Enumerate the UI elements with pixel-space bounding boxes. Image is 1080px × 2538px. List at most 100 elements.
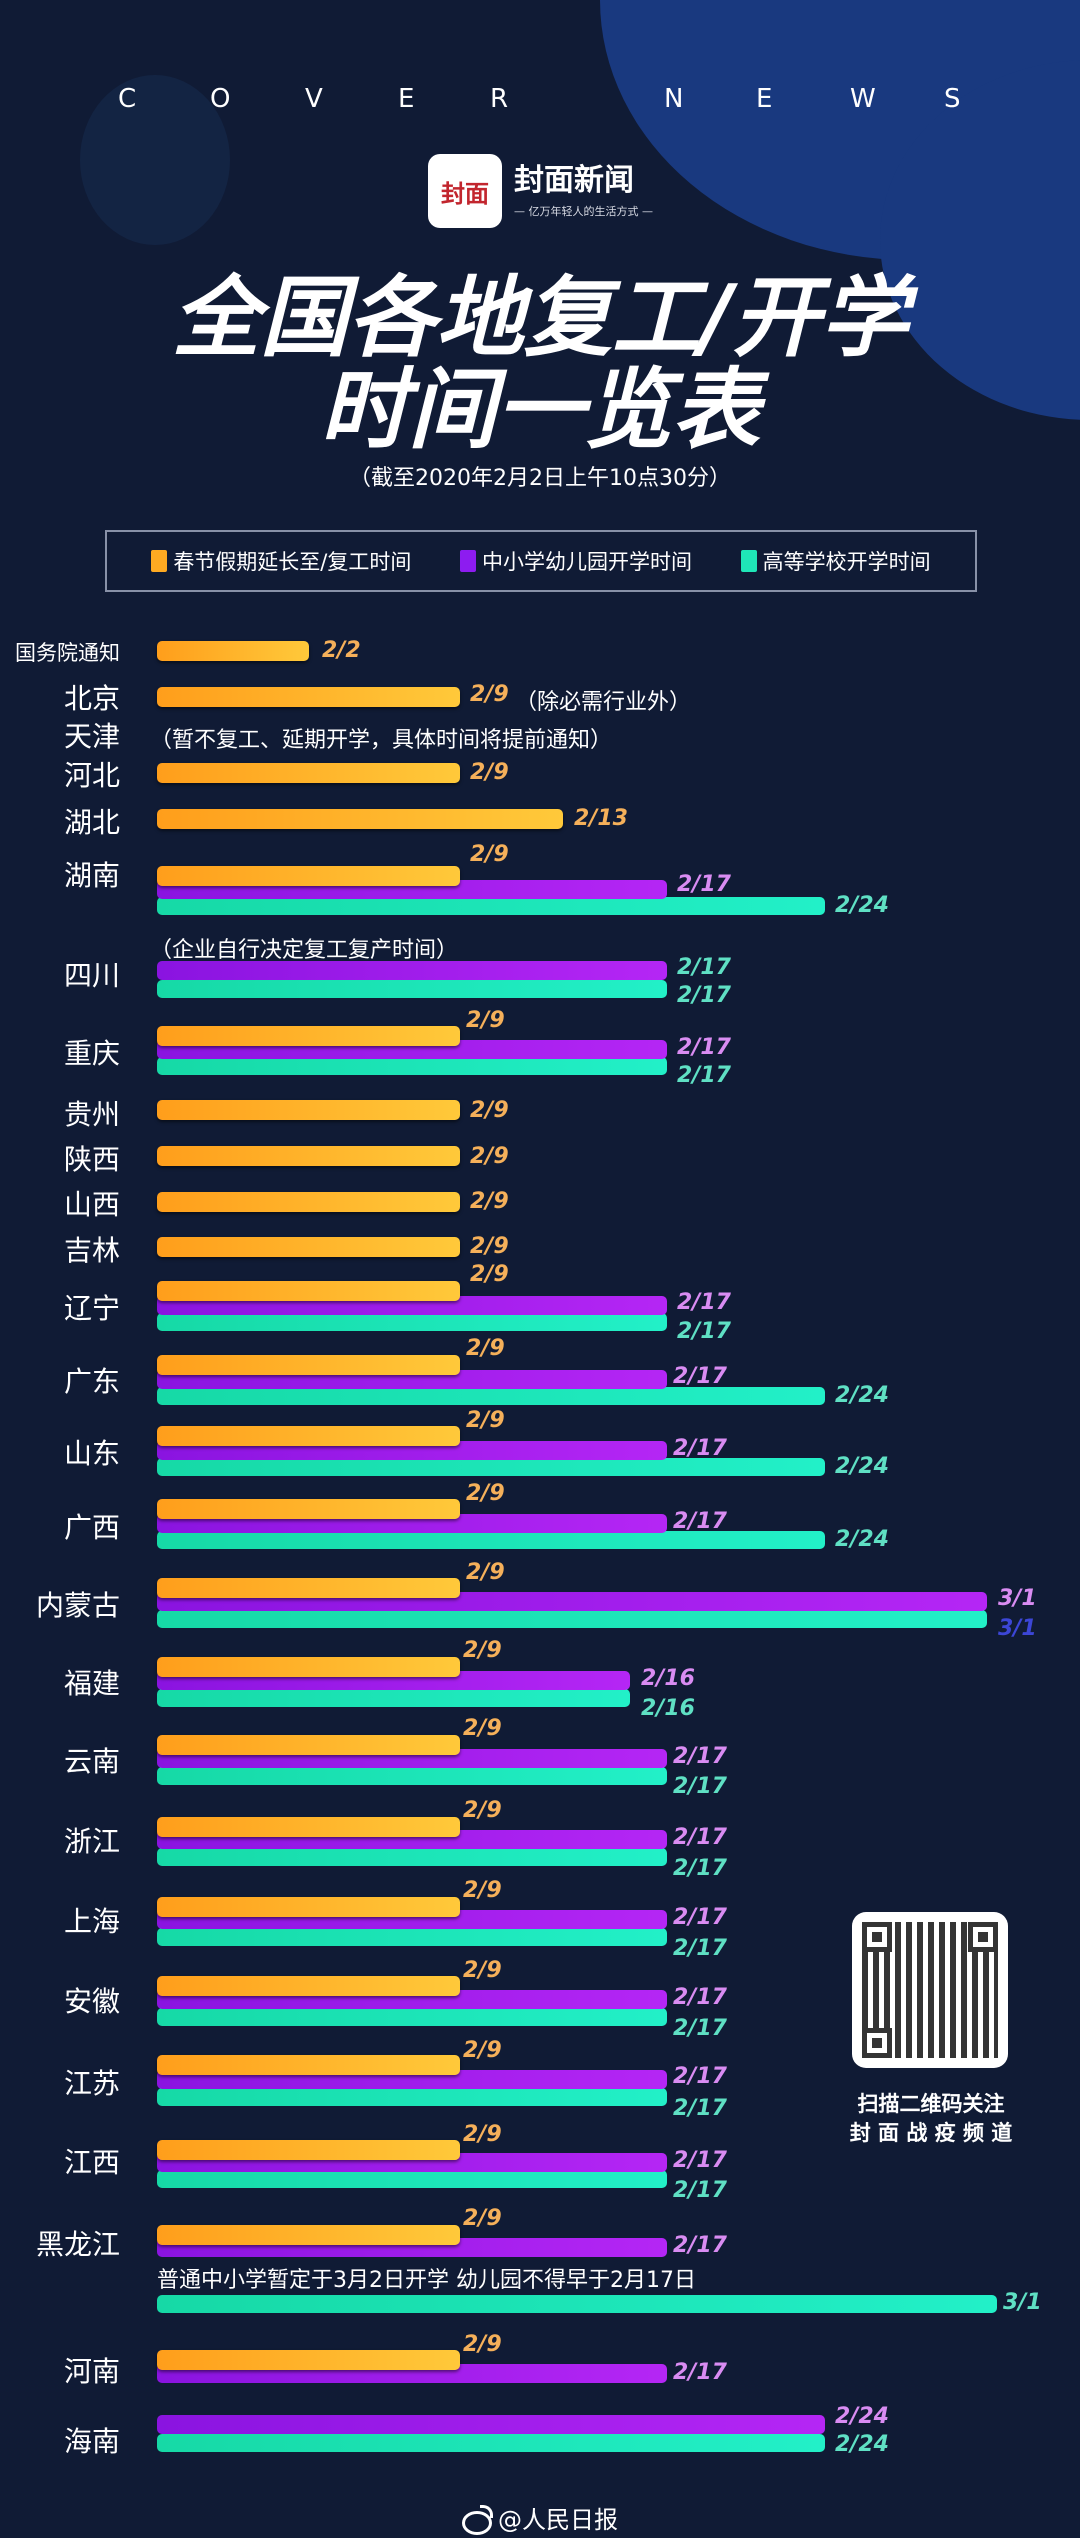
cover-letter: N [664,84,684,114]
bar-orange [157,809,563,829]
bar-orange [157,1578,460,1598]
legend-swatch-icon [151,550,168,572]
bar-value-label: 2/17 [677,1063,731,1088]
bar-value-label: 2/9 [463,2038,502,2063]
row-label: 广东 [63,1365,120,1398]
bar-value-label: 2/17 [673,2096,727,2121]
row-label: 天津 [63,720,120,753]
bar-teal [157,1767,667,1785]
bar-orange [157,1237,460,1257]
bar-orange [157,2055,460,2075]
bar-value-label: 2/16 [641,1696,695,1721]
row-label: 河南 [63,2355,120,2388]
qr-finder [862,1922,892,1952]
bar-value-label: 2/17 [677,1035,731,1060]
bar-value-label: 2/17 [673,2360,727,2385]
bar-value-label: 2/17 [673,2233,727,2258]
row-label: 广西 [63,1511,120,1544]
bar-value-label: 2/16 [641,1666,695,1691]
footer-source-text[interactable]: @人民日报 [498,2506,618,2534]
bar-value-label: 2/17 [673,2016,727,2041]
bar-teal [157,1531,825,1549]
bar-value-label: 2/17 [677,955,731,980]
bar-value-label: 2/17 [673,1744,727,1769]
legend-item-work: 春节假期延长至/复工时间 [151,546,411,576]
bar-purple [157,961,667,980]
cover-letter: C [118,84,137,114]
bar-teal [157,1610,987,1628]
bar-value-label: 2/17 [677,983,731,1008]
bar-teal [157,2434,825,2452]
bar-value-label: 2/17 [673,1985,727,2010]
bar-value-label: 2/9 [463,1798,502,1823]
bar-value-label: 2/9 [463,1716,502,1741]
bar-value-label: 2/9 [470,1098,509,1123]
legend-item-k12: 中小学幼儿园开学时间 [460,546,692,576]
bar-value-label: 2/24 [835,2404,889,2429]
bar-value-label: 2/9 [470,1262,509,1287]
bar-teal [157,1313,667,1331]
qr-finder [862,2028,892,2058]
bar-value-label: 2/9 [470,1234,509,1259]
bar-value-label: 2/9 [466,1481,505,1506]
bar-teal [157,980,667,998]
row-label: 上海 [63,1905,120,1938]
cover-letter: E [756,84,773,114]
bar-value-label: 2/17 [673,1936,727,1961]
bar-value-label: 2/17 [677,1290,731,1315]
bar-teal [157,1848,667,1866]
legend-swatch-icon [740,550,757,572]
bar-value-label: 2/17 [673,2178,727,2203]
bar-orange [157,2225,460,2245]
chart-legend: 春节假期延长至/复工时间 中小学幼儿园开学时间 高等学校开学时间 [105,530,977,592]
cover-letter: W [850,84,876,114]
bar-value-label: 2/9 [466,1408,505,1433]
bar-value-label: 2/24 [835,1454,889,1479]
bar-teal [157,2008,667,2026]
bar-value-label: 2/9 [463,2206,502,2231]
qr-code[interactable] [852,1912,1008,2068]
bar-value-label: 2/24 [835,1383,889,1408]
cover-news-wordmark: C O V E R N E W S [0,84,1080,124]
row-label: 吉林 [63,1234,120,1267]
bar-orange [157,763,460,783]
row-label: 辽宁 [63,1292,120,1325]
cover-letter: E [398,84,415,114]
row-label: 湖南 [63,859,120,892]
bar-orange [157,2350,460,2370]
page-subtitle: （截至2020年2月2日上午10点30分） [349,466,731,491]
bar-orange [157,2140,460,2160]
bar-value-label: 2/17 [673,2064,727,2089]
bar-teal [157,1458,825,1476]
bar-value-label: 2/9 [463,2122,502,2147]
bar-orange [157,1735,460,1755]
bar-value-label: 2/9 [470,760,509,785]
footer-source: @人民日报 [0,2500,1080,2535]
bar-value-label: 2/2 [322,638,361,663]
bar-orange [157,1426,460,1446]
bar-orange [157,866,460,886]
qr-code-icon [862,1922,998,2058]
weibo-icon [462,2504,493,2535]
bar-value-label: 2/24 [835,2432,889,2457]
bar-value-label: 2/9 [466,1008,505,1033]
bar-value-label: 3/1 [1003,2290,1042,2315]
bar-value-label: 2/24 [835,1527,889,1552]
decorative-glow [80,75,230,245]
bar-value-label: 3/1 [998,1616,1037,1641]
bar-orange [157,687,460,707]
legend-label: 春节假期延长至/复工时间 [173,550,412,574]
bar-orange [157,1897,460,1917]
bar-value-label: 2/17 [673,1436,727,1461]
bar-orange [157,1192,460,1212]
row-label: 云南 [63,1745,120,1778]
row-label: 贵州 [63,1098,120,1131]
cover-letter: R [490,84,509,114]
bar-teal [157,2170,667,2188]
bar-orange [157,1976,460,1996]
bar-teal [157,897,825,915]
row-note: （暂不复工、延期开学，具体时间将提前通知） [150,728,613,753]
row-label: 江西 [63,2146,120,2179]
bar-value-label: 2/9 [470,1144,509,1169]
bar-value-label: 2/13 [574,806,628,831]
